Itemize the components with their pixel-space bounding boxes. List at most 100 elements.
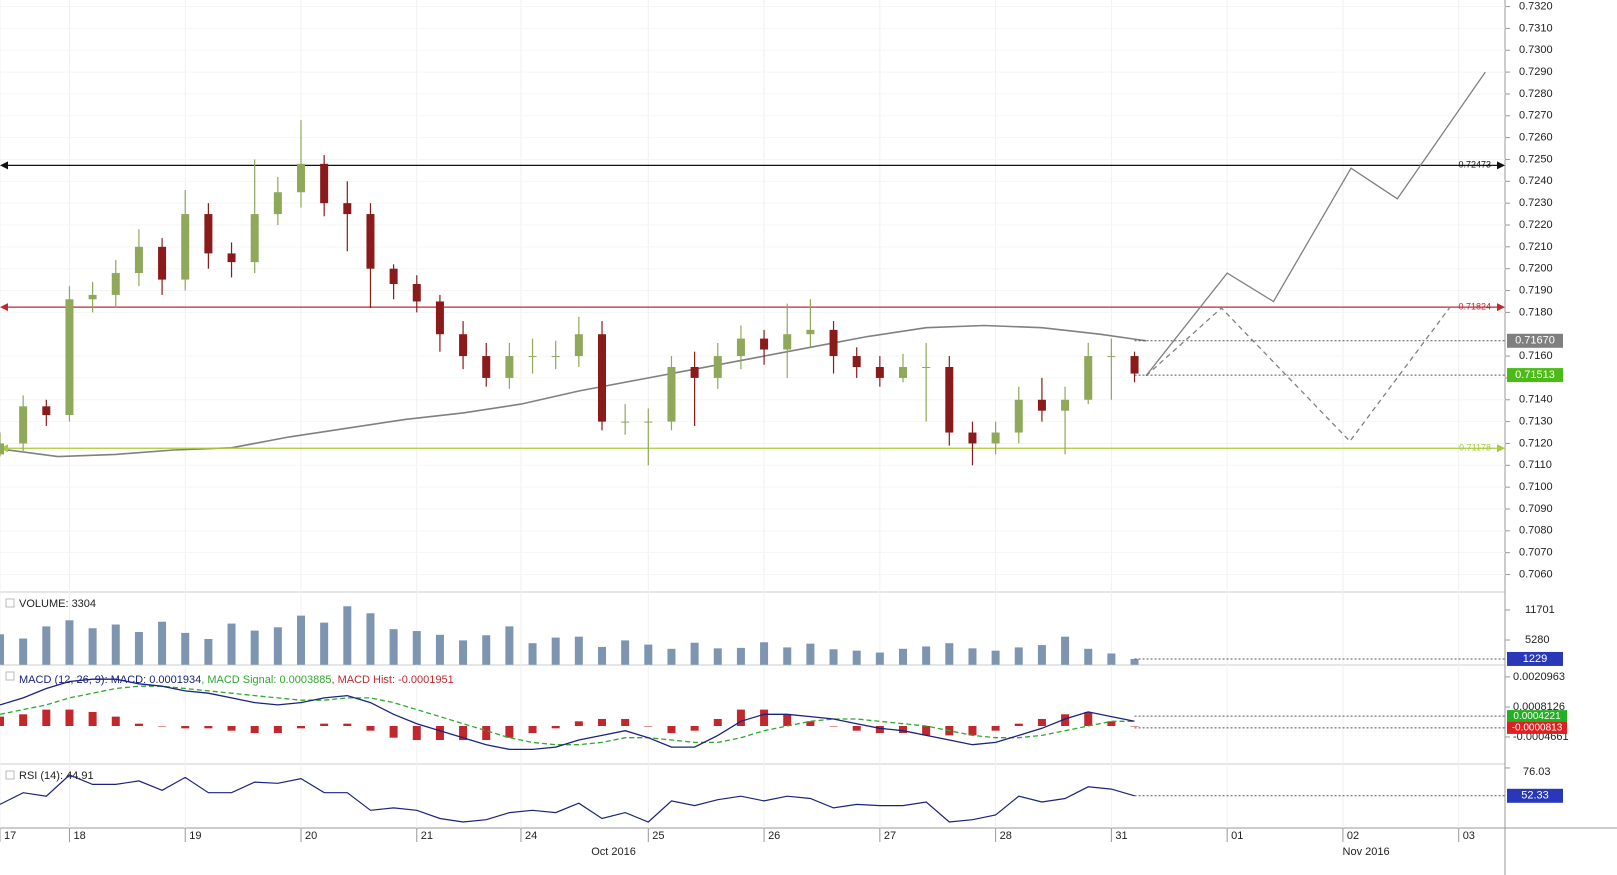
macd-hist-bar xyxy=(713,718,722,726)
volume-bar xyxy=(482,635,491,665)
y-tick-label: 0.7230 xyxy=(1519,197,1553,209)
x-tick-label: 26 xyxy=(768,830,780,842)
candle-body xyxy=(945,366,954,433)
x-tick-label: 18 xyxy=(73,830,85,842)
y-tick-label: 0.7090 xyxy=(1519,503,1553,515)
candle-body xyxy=(412,283,421,302)
macd-hist-bar xyxy=(1014,723,1023,726)
x-tick-label: 24 xyxy=(525,830,537,842)
volume-bar xyxy=(852,650,861,665)
volume-bar xyxy=(713,648,722,665)
candle-body xyxy=(482,356,491,378)
macd-hist-bar xyxy=(574,721,583,726)
candle-body xyxy=(667,366,676,422)
legend-entry: , MACD Hist: -0.0001951 xyxy=(331,674,453,686)
candle-body xyxy=(250,214,259,263)
macd-hist-bar xyxy=(482,725,491,741)
volume-bar xyxy=(551,637,560,665)
macd-hist-bar xyxy=(1037,718,1046,726)
level-arrow xyxy=(1497,161,1505,170)
y-tick-label: 11701 xyxy=(1525,604,1555,616)
volume-bar xyxy=(19,638,28,665)
macd-hist-bar xyxy=(1107,721,1116,726)
macd-hist-bar xyxy=(273,725,282,734)
macd-hist-bar xyxy=(459,725,468,741)
moving-average xyxy=(0,324,1147,458)
candle-body xyxy=(204,214,213,254)
macd-hist-bar xyxy=(760,709,769,726)
y-tick-label: 0.7110 xyxy=(1519,459,1552,471)
volume-bar xyxy=(1014,647,1023,665)
y-tick-label: 0.7280 xyxy=(1519,88,1553,100)
candle-body xyxy=(0,443,4,455)
candle-body xyxy=(644,421,653,423)
y-tick-label: 0.7250 xyxy=(1519,153,1553,165)
y-tick-label: 76.03 xyxy=(1523,766,1551,778)
macd-hist-bar xyxy=(505,725,514,738)
month-label: Oct 2016 xyxy=(591,846,636,858)
macd-hist-bar xyxy=(227,725,236,731)
volume-bar xyxy=(736,647,745,665)
candle-body xyxy=(783,334,792,350)
volume-bar xyxy=(991,650,1000,665)
macd-hist-bar xyxy=(829,725,838,727)
volume-bar xyxy=(250,630,259,665)
y-tick-label: 0.7120 xyxy=(1519,437,1553,449)
volume-bar xyxy=(783,647,792,665)
level-arrow xyxy=(1497,303,1505,312)
y-tick-label: 0.7100 xyxy=(1519,481,1553,493)
y-tick-label: 0.7180 xyxy=(1519,306,1553,318)
candle-body xyxy=(389,268,398,284)
candle-body xyxy=(158,246,167,280)
x-tick-label: 21 xyxy=(421,830,433,842)
macd-hist-bar xyxy=(343,723,352,726)
x-tick-label: 25 xyxy=(652,830,664,842)
x-tick-label: 03 xyxy=(1463,830,1475,842)
candle-body xyxy=(968,432,977,444)
candle-body xyxy=(713,356,722,378)
volume-bar xyxy=(829,649,838,665)
candle-body xyxy=(273,192,282,215)
candle-body xyxy=(42,406,51,416)
macd-hist-bar xyxy=(644,725,653,727)
macd-hist-bar xyxy=(598,718,606,726)
macd-hist-bar xyxy=(158,725,167,727)
macd-hist-bar xyxy=(134,723,143,726)
y-tick-label: 0.7060 xyxy=(1519,568,1553,580)
y-tick-label: 0.7200 xyxy=(1519,263,1553,275)
y-tick-label: 0.7140 xyxy=(1519,394,1553,406)
volume-bar xyxy=(690,642,699,665)
volume-bar xyxy=(459,640,468,665)
macd-hist-bar xyxy=(551,725,560,729)
volume-bar xyxy=(88,628,97,665)
candle-body xyxy=(181,214,190,280)
level-label: 0.72473 xyxy=(1458,160,1491,170)
candle-body xyxy=(111,273,120,295)
level-arrow xyxy=(0,303,8,312)
panel-title: RSI (14): 44.91 xyxy=(19,770,94,782)
panel-icon xyxy=(5,598,15,608)
volume-bar xyxy=(227,623,236,665)
level-arrow xyxy=(0,161,8,170)
candle-body xyxy=(1037,399,1046,411)
volume-bar xyxy=(158,621,167,665)
macd-hist-bar xyxy=(806,721,815,726)
candle-body xyxy=(297,163,305,193)
volume-bar xyxy=(412,631,421,665)
candle-body xyxy=(343,203,352,215)
volume-bar xyxy=(644,644,653,665)
candle-body xyxy=(690,366,699,378)
volume-bar xyxy=(343,606,352,665)
macd-hist-bar xyxy=(528,725,537,734)
macd-hist-bar xyxy=(783,714,792,726)
panel-title: VOLUME: 3304 xyxy=(19,598,96,610)
level-label: 0.71824 xyxy=(1458,302,1491,312)
volume-bar xyxy=(181,632,190,665)
y-tick-label: 0.7210 xyxy=(1519,241,1553,253)
macd-hist-bar xyxy=(736,709,745,726)
volume-bar xyxy=(111,624,120,665)
candle-body xyxy=(1130,356,1139,374)
legend-entry: MACD (12, 26, 9): MACD: 0.0001934 xyxy=(19,674,201,686)
volume-bar xyxy=(760,642,769,665)
macd-hist-bar xyxy=(667,725,676,734)
